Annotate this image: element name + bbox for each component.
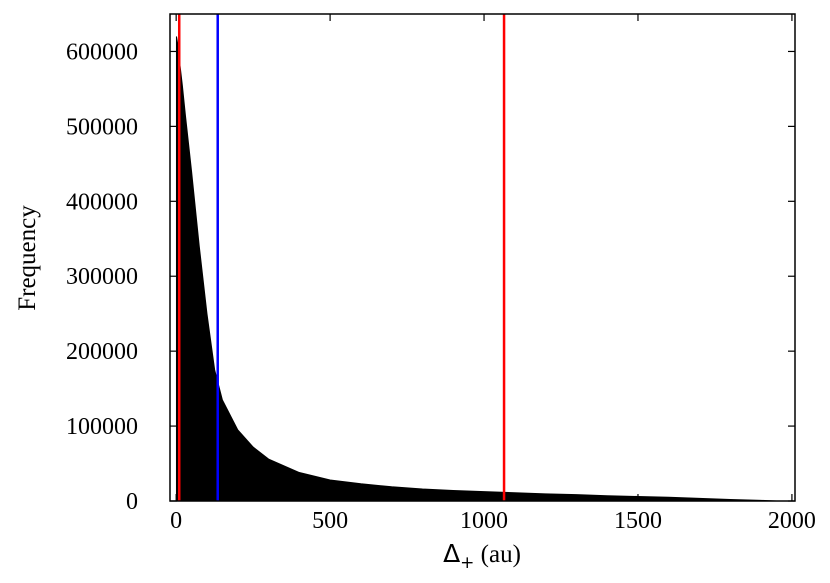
histogram-area (175, 36, 777, 502)
y-axis-label: Frequency (14, 205, 41, 311)
x-axis-label: Δ+ (au) (443, 539, 521, 573)
y-tick-label: 0 (126, 489, 138, 515)
x-axis-symbol: Δ (443, 539, 460, 568)
x-tick-label: 2000 (768, 508, 816, 534)
x-tick-label: 500 (312, 508, 348, 534)
x-tick-label: 0 (170, 508, 182, 534)
axes-frame (169, 13, 796, 502)
y-tick-label: 500000 (66, 114, 138, 140)
x-tick-label: 1000 (460, 508, 508, 534)
x-tick-label: 1500 (614, 508, 662, 534)
plot-area (175, 14, 777, 502)
y-tick-label: 300000 (66, 264, 138, 290)
x-axis-subscript: + (460, 553, 474, 573)
axis-ticks: 0 500 1000 1500 2000 0 100000 200000 300000 40000… (66, 14, 816, 534)
y-tick-label: 400000 (66, 189, 138, 215)
y-tick-label: 200000 (66, 339, 138, 365)
x-axis-unit: (au) (474, 541, 521, 568)
y-tick-label: 600000 (66, 39, 138, 65)
y-tick-label: 100000 (66, 414, 138, 440)
